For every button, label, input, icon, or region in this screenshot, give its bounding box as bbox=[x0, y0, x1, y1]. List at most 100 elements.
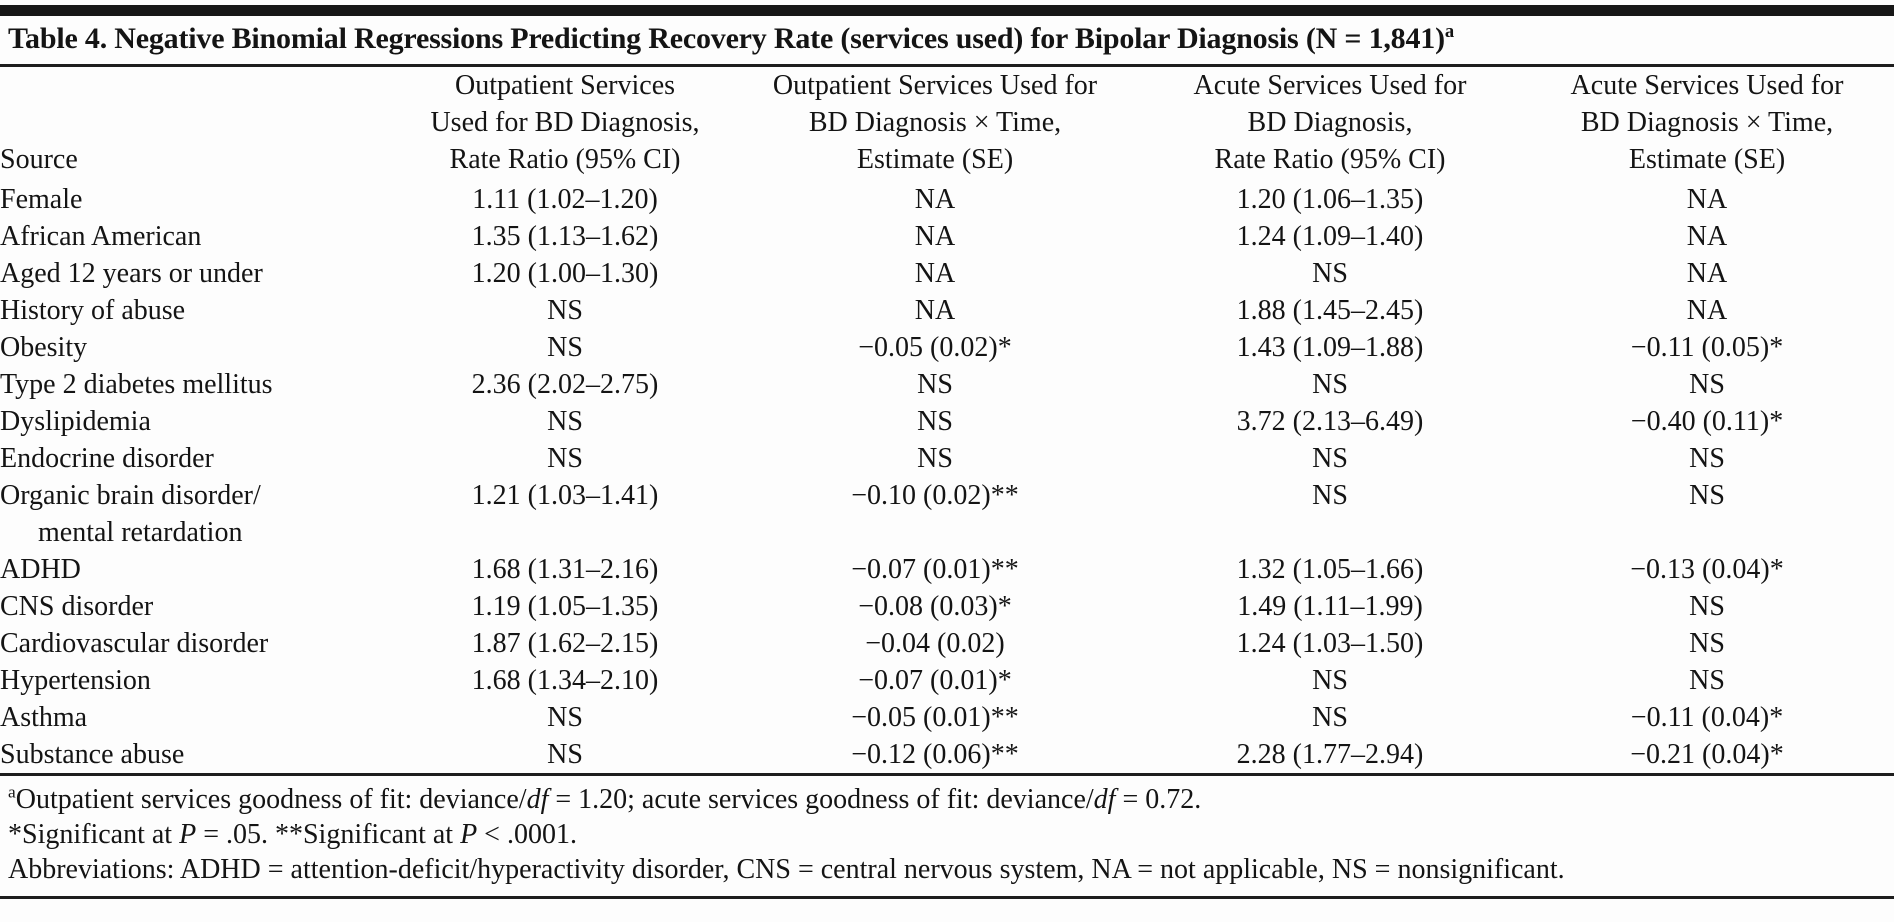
table-row: Asthma NS −0.05 (0.01)** NS −0.11 (0.04)… bbox=[0, 699, 1894, 736]
acute-rate-ratio-value: 1.43 (1.09–1.88) bbox=[1236, 332, 1424, 363]
column-header-acute-time-estimate: Acute Services Used for BD Diagnosis × Ti… bbox=[1520, 67, 1894, 178]
outpatient-time-estimate-value: −0.07 (0.01)* bbox=[858, 665, 1012, 696]
acute-time-estimate-value: −0.11 (0.05)* bbox=[1630, 332, 1784, 363]
row-source: Organic brain disorder/mental retardatio… bbox=[0, 477, 400, 551]
header-line: Rate Ratio (95% CI) bbox=[1214, 144, 1446, 175]
row-source-line1: Obesity bbox=[0, 332, 88, 363]
outpatient-rate-ratio-value: 1.68 (1.31–2.16) bbox=[471, 554, 659, 585]
acute-rate-ratio-value: 1.88 (1.45–2.45) bbox=[1236, 295, 1424, 326]
footnote-text: Abbreviations: ADHD = attention-deficit/… bbox=[8, 854, 1565, 885]
outpatient-time-estimate-value: NA bbox=[914, 295, 956, 326]
row-source: Substance abuse bbox=[0, 736, 400, 773]
outpatient-rate-ratio-value: NS bbox=[547, 406, 583, 437]
acute-rate-ratio-value: NS bbox=[1312, 702, 1348, 733]
footnote-text: < .0001. bbox=[477, 819, 577, 850]
footnote-italic-text: df bbox=[526, 784, 549, 815]
acute-time-estimate-value: NS bbox=[1689, 665, 1725, 696]
outpatient-rate-ratio-value: 1.21 (1.03–1.41) bbox=[471, 480, 659, 511]
bottom-rule bbox=[0, 896, 1894, 899]
acute-time-estimate-value: NA bbox=[1686, 184, 1728, 215]
outpatient-rate-ratio-value: NS bbox=[547, 443, 583, 474]
footnote-italic-text: P bbox=[460, 819, 478, 850]
table-body: Female 1.11 (1.02–1.20) NA 1.20 (1.06–1.… bbox=[0, 178, 1894, 773]
column-header-outpatient-rate-ratio: Outpatient Services Used for BD Diagnosis… bbox=[400, 67, 730, 178]
acute-time-estimate-value: NA bbox=[1686, 221, 1728, 252]
outpatient-time-estimate-value: NS bbox=[917, 369, 953, 400]
row-source: Hypertension bbox=[0, 662, 400, 699]
footnote-text: = 0.72. bbox=[1115, 784, 1202, 815]
acute-rate-ratio-value: NS bbox=[1312, 665, 1348, 696]
outpatient-time-estimate-value: −0.10 (0.02)** bbox=[851, 480, 1019, 511]
header-row: Source Outpatient Services Used for BD Di… bbox=[0, 67, 1894, 178]
outpatient-rate-ratio-value: 1.87 (1.62–2.15) bbox=[471, 628, 659, 659]
column-header-outpatient-time-estimate: Outpatient Services Used for BD Diagnosis… bbox=[730, 67, 1140, 178]
acute-rate-ratio-value: NS bbox=[1312, 369, 1348, 400]
footnote-text: Outpatient services goodness of fit: dev… bbox=[15, 784, 527, 815]
outpatient-time-estimate-value: NA bbox=[914, 184, 956, 215]
table-row: Female 1.11 (1.02–1.20) NA 1.20 (1.06–1.… bbox=[0, 178, 1894, 218]
footnote-line: Abbreviations: ADHD = attention-deficit/… bbox=[8, 852, 1886, 887]
outpatient-rate-ratio-value: 1.35 (1.13–1.62) bbox=[471, 221, 659, 252]
row-source-line1: Hypertension bbox=[0, 665, 151, 696]
footnote-line: aOutpatient services goodness of fit: de… bbox=[8, 782, 1886, 817]
title-divider-rule bbox=[0, 64, 1894, 67]
row-source: Asthma bbox=[0, 699, 400, 736]
outpatient-time-estimate-value: −0.07 (0.01)** bbox=[851, 554, 1019, 585]
row-source-line1: ADHD bbox=[0, 554, 81, 585]
outpatient-rate-ratio-value: 1.68 (1.34–2.10) bbox=[471, 665, 659, 696]
table-row: Hypertension 1.68 (1.34–2.10) −0.07 (0.0… bbox=[0, 662, 1894, 699]
row-source-line1: Type 2 diabetes mellitus bbox=[0, 369, 273, 400]
outpatient-time-estimate-value: NS bbox=[917, 406, 953, 437]
row-source-line1: African American bbox=[0, 221, 202, 252]
footnote-line: *Significant at P = .05. **Significant a… bbox=[8, 817, 1886, 852]
row-source-line1: Aged 12 years or under bbox=[0, 258, 263, 289]
acute-rate-ratio-value: 3.72 (2.13–6.49) bbox=[1236, 406, 1424, 437]
outpatient-rate-ratio-value: 1.20 (1.00–1.30) bbox=[471, 258, 659, 289]
top-thick-rule bbox=[0, 5, 1894, 16]
table-row: Aged 12 years or under 1.20 (1.00–1.30) … bbox=[0, 255, 1894, 292]
column-header-acute-rate-ratio: Acute Services Used for BD Diagnosis, Rate… bbox=[1140, 67, 1520, 178]
acute-rate-ratio-value: 1.32 (1.05–1.66) bbox=[1236, 554, 1424, 585]
header-line: Estimate (SE) bbox=[856, 144, 1014, 175]
row-source: Aged 12 years or under bbox=[0, 255, 400, 292]
body-divider-rule bbox=[0, 773, 1894, 776]
acute-rate-ratio-value: NS bbox=[1312, 443, 1348, 474]
acute-rate-ratio-value: NS bbox=[1312, 480, 1348, 511]
header-line: Acute Services Used for bbox=[1193, 70, 1467, 101]
acute-time-estimate-value: NS bbox=[1689, 480, 1725, 511]
table-footnotes: aOutpatient services goodness of fit: de… bbox=[0, 776, 1894, 896]
header-line: Rate Ratio (95% CI) bbox=[449, 144, 681, 175]
row-source: Type 2 diabetes mellitus bbox=[0, 366, 400, 403]
outpatient-rate-ratio-value: 1.19 (1.05–1.35) bbox=[471, 591, 659, 622]
acute-rate-ratio-value: 1.24 (1.03–1.50) bbox=[1236, 628, 1424, 659]
row-source-line1: Asthma bbox=[0, 702, 88, 733]
row-source: Endocrine disorder bbox=[0, 440, 400, 477]
acute-time-estimate-value: NS bbox=[1689, 443, 1725, 474]
acute-rate-ratio-value: 2.28 (1.77–2.94) bbox=[1236, 739, 1424, 770]
table-row: African American 1.35 (1.13–1.62) NA 1.2… bbox=[0, 218, 1894, 255]
footnote-marker: a bbox=[8, 782, 16, 802]
footnote-text: = 1.20; acute services goodness of fit: … bbox=[548, 784, 1094, 815]
column-header-source: Source bbox=[0, 144, 78, 175]
row-source: Cardiovascular disorder bbox=[0, 625, 400, 662]
header-line: Estimate (SE) bbox=[1628, 144, 1786, 175]
row-source-line1: History of abuse bbox=[0, 295, 186, 326]
outpatient-time-estimate-value: NA bbox=[914, 258, 956, 289]
outpatient-time-estimate-value: −0.05 (0.02)* bbox=[858, 332, 1012, 363]
acute-time-estimate-value: −0.11 (0.04)* bbox=[1630, 702, 1784, 733]
header-line: Used for BD Diagnosis, bbox=[430, 107, 700, 138]
table-title-text: Table 4. Negative Binomial Regressions P… bbox=[8, 22, 1445, 55]
acute-time-estimate-value: −0.21 (0.04)* bbox=[1630, 739, 1784, 770]
acute-time-estimate-value: NA bbox=[1686, 258, 1728, 289]
footnote-italic-text: P bbox=[179, 819, 197, 850]
footnote-italic-text: df bbox=[1093, 784, 1116, 815]
acute-rate-ratio-value: NS bbox=[1312, 258, 1348, 289]
outpatient-time-estimate-value: NS bbox=[917, 443, 953, 474]
acute-time-estimate-value: NS bbox=[1689, 369, 1725, 400]
header-line: Outpatient Services bbox=[454, 70, 676, 101]
row-source-line1: Substance abuse bbox=[0, 739, 185, 770]
table-title: Table 4. Negative Binomial Regressions P… bbox=[0, 16, 1894, 64]
outpatient-rate-ratio-value: NS bbox=[547, 332, 583, 363]
header-line: Outpatient Services Used for bbox=[772, 70, 1098, 101]
